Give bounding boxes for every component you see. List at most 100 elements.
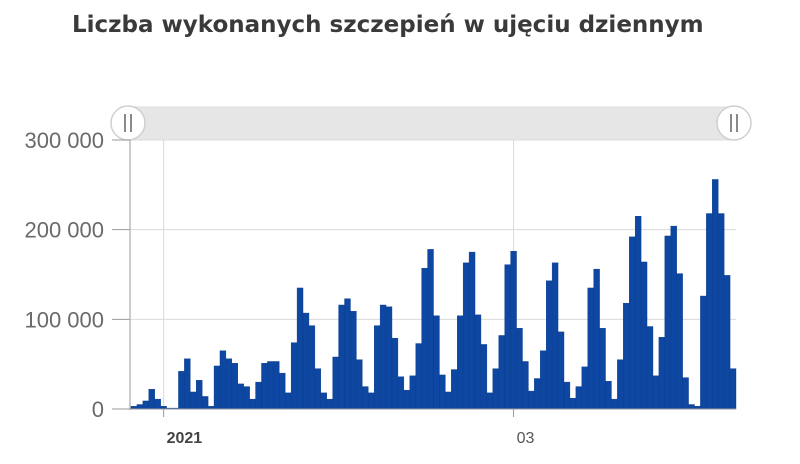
bar xyxy=(640,261,648,410)
bar xyxy=(439,374,446,410)
bar xyxy=(575,386,582,410)
bar xyxy=(492,368,499,410)
chart-axes xyxy=(129,140,736,410)
bar xyxy=(534,378,541,410)
bar xyxy=(462,262,470,410)
grip-lines-icon xyxy=(124,114,132,132)
bar xyxy=(368,392,375,410)
bar xyxy=(427,249,434,410)
chart-title: Liczba wykonanych szczepień w ujęciu dzi… xyxy=(72,12,704,38)
bar xyxy=(551,262,559,410)
bar xyxy=(338,304,345,410)
bar xyxy=(528,390,535,410)
bar xyxy=(261,363,268,410)
bar xyxy=(231,363,238,410)
bar xyxy=(723,275,731,410)
bar xyxy=(617,359,624,410)
bar xyxy=(308,325,316,410)
bar xyxy=(587,287,594,410)
bar xyxy=(581,366,588,410)
bar xyxy=(409,375,416,410)
grip-lines-icon xyxy=(730,114,738,132)
bar xyxy=(629,236,636,410)
bar xyxy=(332,356,339,410)
bar xyxy=(652,375,660,410)
bar xyxy=(474,314,482,410)
bar xyxy=(314,368,321,410)
x-tick-label: 03 xyxy=(517,430,535,447)
bar xyxy=(385,306,393,410)
bar xyxy=(433,315,440,410)
bar xyxy=(623,302,630,410)
bar xyxy=(557,331,565,410)
bar xyxy=(563,381,571,410)
bar xyxy=(142,400,149,410)
bar xyxy=(219,350,227,410)
bar xyxy=(267,361,274,410)
range-navigator[interactable] xyxy=(110,105,752,141)
bar xyxy=(729,368,737,410)
bar xyxy=(326,398,333,410)
bar xyxy=(468,251,476,410)
bar xyxy=(415,343,422,410)
bar xyxy=(712,179,719,410)
bar xyxy=(569,398,577,410)
bar xyxy=(522,361,529,410)
bar xyxy=(634,216,642,410)
bar xyxy=(498,335,505,410)
bar xyxy=(249,398,256,410)
bar xyxy=(285,392,292,410)
bar xyxy=(391,337,399,410)
bar xyxy=(718,213,725,410)
bar xyxy=(243,386,250,410)
y-tick-label: 0 xyxy=(92,397,104,422)
chart-bars xyxy=(130,179,737,410)
bar xyxy=(688,404,695,410)
bar xyxy=(178,371,185,410)
y-tick-label: 300 000 xyxy=(24,128,104,153)
bar xyxy=(593,268,600,410)
bar xyxy=(373,325,381,410)
bar xyxy=(670,225,677,410)
bar xyxy=(201,396,209,410)
x-tick-label: 2021 xyxy=(167,430,203,447)
bar xyxy=(196,380,203,410)
bar xyxy=(136,404,144,410)
bar xyxy=(403,389,410,410)
bar xyxy=(296,287,304,410)
bar xyxy=(344,298,351,410)
bar xyxy=(486,392,494,410)
bar xyxy=(445,391,452,410)
bar xyxy=(658,337,666,410)
bar xyxy=(664,235,671,410)
bar xyxy=(457,315,464,410)
bar xyxy=(255,381,262,410)
bar xyxy=(540,350,547,410)
bar xyxy=(350,311,357,410)
bar xyxy=(451,369,458,410)
x-tick-labels: 2021 03 xyxy=(163,409,535,447)
bar xyxy=(682,377,689,410)
bar xyxy=(273,361,280,410)
bar xyxy=(605,381,612,410)
bar xyxy=(320,392,327,410)
y-tick-label: 100 000 xyxy=(24,307,104,332)
bar xyxy=(302,312,310,410)
bar xyxy=(611,398,618,410)
bar xyxy=(213,365,221,410)
range-handle-right[interactable] xyxy=(716,105,752,141)
bar xyxy=(379,304,387,410)
bar xyxy=(290,342,298,410)
y-tick-labels: 0 100 000 200 000 300 000 xyxy=(24,128,130,422)
range-handle-left[interactable] xyxy=(110,105,146,141)
bar xyxy=(700,295,707,410)
bar xyxy=(646,326,654,410)
bar xyxy=(279,372,286,410)
bar xyxy=(676,273,683,410)
bar xyxy=(190,391,197,410)
bar xyxy=(480,344,488,410)
bar xyxy=(706,213,713,410)
bar xyxy=(397,376,405,410)
range-navigator-track[interactable] xyxy=(127,106,737,141)
